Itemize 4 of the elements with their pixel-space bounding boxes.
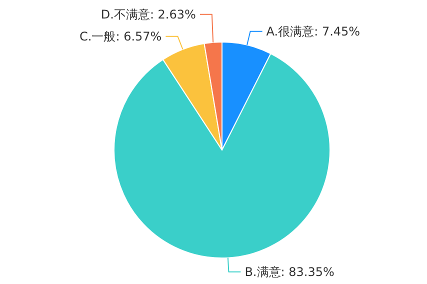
slice-label: C.一般: 6.57% (80, 29, 162, 44)
slice-label: D.不满意: 2.63% (100, 7, 196, 22)
slice-label: A.很满意: 7.45% (266, 24, 360, 38)
slice-label: B.满意: 83.35% (244, 264, 334, 279)
